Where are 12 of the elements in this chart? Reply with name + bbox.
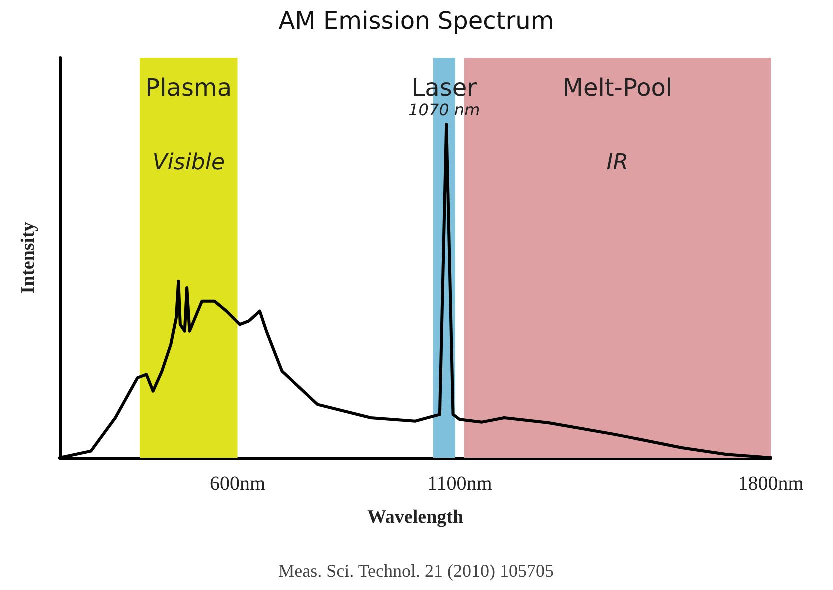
x-tick-label: 1800nm bbox=[738, 473, 804, 495]
text: Meas. Sci. Technol. 21 (2010) 105705 bbox=[278, 561, 554, 581]
x-tick-label: 600nm bbox=[210, 473, 266, 495]
y-axis-title: Intensity bbox=[18, 222, 39, 294]
band-label: Melt-Pool bbox=[562, 74, 673, 102]
band-label: Laser bbox=[412, 74, 478, 102]
x-axis-title: Wavelength bbox=[367, 507, 464, 528]
x-tick-label: 1100nm bbox=[428, 473, 493, 495]
band-label: Plasma bbox=[146, 74, 232, 102]
chart-title: AM Emission Spectrum bbox=[278, 7, 554, 35]
annotation: Visible bbox=[152, 150, 226, 176]
annotation: IR bbox=[606, 150, 629, 176]
